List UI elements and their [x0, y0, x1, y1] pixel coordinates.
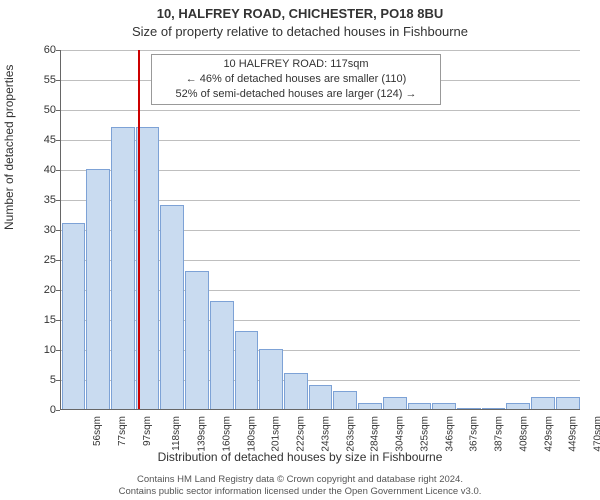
x-tick-label: 56sqm	[92, 416, 103, 446]
bar	[185, 271, 209, 409]
bar	[235, 331, 259, 409]
y-tick	[56, 200, 60, 201]
bar	[62, 223, 86, 409]
x-tick-label: 408sqm	[519, 416, 530, 452]
x-tick-label: 367sqm	[469, 416, 480, 452]
bar	[111, 127, 135, 409]
x-tick-label: 449sqm	[568, 416, 579, 452]
bar	[210, 301, 234, 409]
x-tick-label: 470sqm	[593, 416, 600, 452]
y-tick-label: 20	[16, 284, 56, 296]
bar	[457, 408, 481, 409]
info-box-line3: 52% of semi-detached houses are larger (…	[164, 87, 428, 102]
y-tick	[56, 230, 60, 231]
x-tick-label: 243sqm	[320, 416, 331, 452]
chart-title-line1: 10, HALFREY ROAD, CHICHESTER, PO18 8BU	[0, 6, 600, 21]
y-tick-label: 15	[16, 314, 56, 326]
y-tick-label: 35	[16, 194, 56, 206]
y-tick-label: 55	[16, 74, 56, 86]
y-tick-label: 25	[16, 254, 56, 266]
info-box: 10 HALFREY ROAD: 117sqm ← 46% of detache…	[151, 54, 441, 105]
footer: Contains HM Land Registry data © Crown c…	[0, 474, 600, 498]
x-tick-label: 160sqm	[221, 416, 232, 452]
y-tick-label: 45	[16, 134, 56, 146]
reference-line	[138, 50, 140, 409]
x-tick-label: 77sqm	[117, 416, 128, 446]
y-tick	[56, 290, 60, 291]
y-tick	[56, 320, 60, 321]
x-tick-label: 429sqm	[543, 416, 554, 452]
bar	[482, 408, 506, 409]
plot-area: 10 HALFREY ROAD: 117sqm ← 46% of detache…	[60, 50, 580, 410]
x-tick-label: 222sqm	[296, 416, 307, 452]
x-tick-label: 97sqm	[142, 416, 153, 446]
x-tick-label: 180sqm	[246, 416, 257, 452]
y-tick-label: 5	[16, 374, 56, 386]
x-axis-label: Distribution of detached houses by size …	[0, 450, 600, 464]
x-tick-label: 263sqm	[345, 416, 356, 452]
y-tick	[56, 140, 60, 141]
bar	[358, 403, 382, 409]
x-tick-label: 325sqm	[419, 416, 430, 452]
x-tick-label: 387sqm	[494, 416, 505, 452]
info-box-line2: ← 46% of detached houses are smaller (11…	[164, 72, 428, 87]
bar	[284, 373, 308, 409]
bar	[309, 385, 333, 409]
x-tick-label: 284sqm	[370, 416, 381, 452]
y-tick-label: 50	[16, 104, 56, 116]
y-tick	[56, 170, 60, 171]
y-tick-label: 10	[16, 344, 56, 356]
bar	[408, 403, 432, 409]
bar	[432, 403, 456, 409]
x-tick-label: 118sqm	[171, 416, 182, 451]
info-box-line1: 10 HALFREY ROAD: 117sqm	[164, 57, 428, 72]
bar	[86, 169, 110, 409]
chart-container: 10, HALFREY ROAD, CHICHESTER, PO18 8BU S…	[0, 0, 600, 500]
y-tick	[56, 50, 60, 51]
footer-line1: Contains HM Land Registry data © Crown c…	[0, 474, 600, 486]
bar	[531, 397, 555, 409]
y-tick	[56, 110, 60, 111]
x-tick-label: 201sqm	[271, 416, 282, 452]
x-tick-label: 304sqm	[395, 416, 406, 452]
bar	[506, 403, 530, 409]
y-tick-label: 40	[16, 164, 56, 176]
y-tick	[56, 260, 60, 261]
bar	[160, 205, 184, 409]
footer-line2: Contains public sector information licen…	[0, 486, 600, 498]
x-tick-label: 346sqm	[444, 416, 455, 452]
chart-title-line2: Size of property relative to detached ho…	[0, 24, 600, 39]
y-tick-label: 30	[16, 224, 56, 236]
y-axis-label: Number of detached properties	[2, 65, 16, 230]
bar	[556, 397, 580, 409]
y-tick	[56, 350, 60, 351]
x-tick-label: 139sqm	[197, 416, 208, 452]
bar	[383, 397, 407, 409]
y-tick	[56, 80, 60, 81]
y-tick	[56, 410, 60, 411]
bar	[333, 391, 357, 409]
y-tick-label: 0	[16, 404, 56, 416]
y-tick-label: 60	[16, 44, 56, 56]
y-tick	[56, 380, 60, 381]
bar	[259, 349, 283, 409]
